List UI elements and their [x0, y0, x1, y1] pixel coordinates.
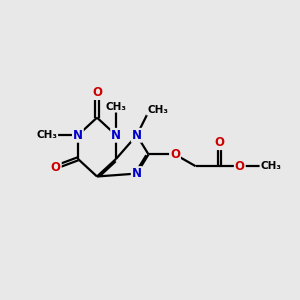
- Text: N: N: [132, 167, 142, 180]
- Text: O: O: [92, 86, 102, 99]
- Text: N: N: [111, 129, 121, 142]
- Text: N: N: [73, 129, 83, 142]
- Text: O: O: [51, 160, 61, 174]
- Text: CH₃: CH₃: [36, 130, 57, 140]
- Text: CH₃: CH₃: [147, 105, 168, 115]
- Text: O: O: [235, 160, 245, 173]
- Text: CH₃: CH₃: [106, 102, 127, 112]
- Text: CH₃: CH₃: [260, 161, 281, 171]
- Text: N: N: [132, 129, 142, 142]
- Text: O: O: [170, 148, 180, 161]
- Text: O: O: [214, 136, 224, 149]
